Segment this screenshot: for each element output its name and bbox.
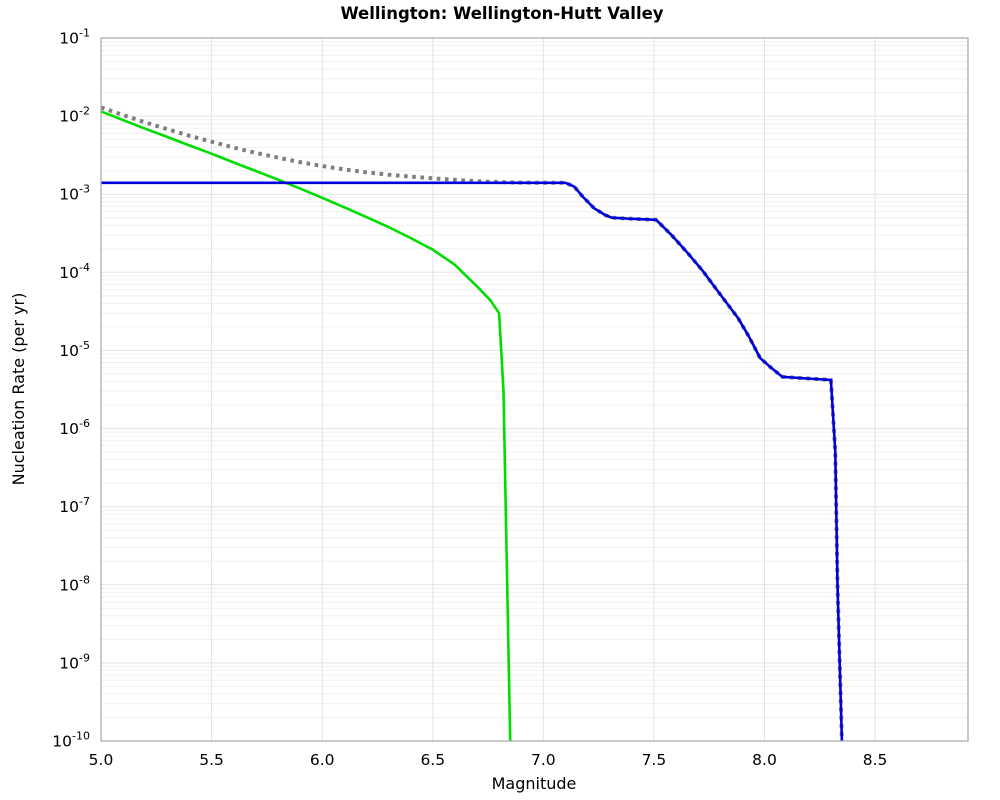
x-tick-label: 5.5 <box>199 751 224 769</box>
x-tick-label: 7.5 <box>642 751 667 769</box>
x-tick-label: 6.5 <box>420 751 445 769</box>
y-tick-label: 10-4 <box>59 261 90 282</box>
data-series <box>101 105 844 741</box>
plot-border <box>100 37 969 742</box>
x-tick-label: 6.0 <box>310 751 335 769</box>
y-tick-label: 10-8 <box>59 573 90 594</box>
chart-title: Wellington: Wellington-Hutt Valley <box>340 4 663 23</box>
y-tick-label: 10-6 <box>59 417 90 438</box>
x-tick-label: 8.0 <box>752 751 777 769</box>
x-tick-label: 7.0 <box>531 751 556 769</box>
series-characteristic-blue <box>101 181 844 741</box>
x-tick-labels: 5.0 5.5 6.0 6.5 7.0 7.5 8.0 8.5 <box>89 751 888 769</box>
series-total-rate-dotted-gray <box>101 105 844 741</box>
y-tick-label: 10-2 <box>59 105 90 126</box>
minor-gridlines <box>101 41 968 718</box>
y-tick-label: 10-3 <box>59 183 90 204</box>
y-tick-label: 10-10 <box>52 730 90 751</box>
x-tick-label: 5.0 <box>89 751 114 769</box>
y-tick-label: 10-9 <box>59 651 90 672</box>
y-tick-label: 10-7 <box>59 495 90 516</box>
series-exponential-tapered-green <box>101 110 512 741</box>
y-tick-label: 10-5 <box>59 339 90 360</box>
y-tick-labels: 10-1 10-2 10-3 10-4 10-5 10-6 10-7 10-8 10-9 10-1… <box>52 27 90 751</box>
y-tick-label: 10-1 <box>59 27 90 48</box>
y-axis-label: Nucleation Rate (per yr) <box>9 293 28 486</box>
x-tick-label: 8.5 <box>863 751 888 769</box>
x-axis-label: Magnitude <box>492 774 577 793</box>
